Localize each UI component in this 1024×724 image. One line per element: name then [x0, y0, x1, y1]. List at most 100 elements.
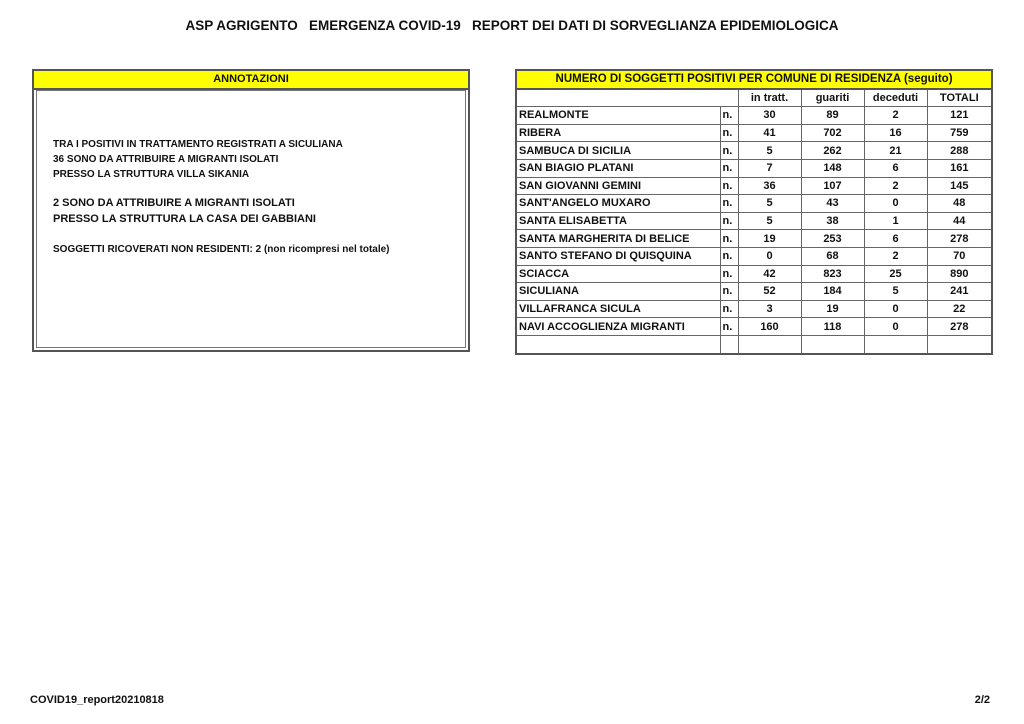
unit-label: n. — [719, 282, 739, 301]
municipality-name: SANTO STEFANO DI QUISQUINA — [515, 246, 721, 266]
cell-guariti: 68 — [800, 246, 865, 266]
cell-in-tratt: 3 — [737, 299, 802, 319]
cell-guariti: 107 — [800, 176, 865, 196]
cell-totali: 145 — [926, 176, 993, 196]
cell-totali: 759 — [926, 123, 993, 143]
cell-deceduti: 2 — [863, 176, 928, 196]
col-totali: TOTALI — [926, 88, 993, 108]
unit-label: n. — [719, 246, 739, 266]
table-row: VILLAFRANCA SICULA n. 3 19 0 22 — [515, 299, 993, 319]
cell-deceduti: 0 — [863, 194, 928, 213]
cell-in-tratt: 5 — [737, 211, 802, 231]
col-in-tratt: in tratt. — [737, 88, 802, 108]
positives-by-municipality-table: NUMERO DI SOGGETTI POSITIVI PER COMUNE D… — [515, 69, 994, 355]
cell-totali: 278 — [926, 229, 993, 248]
cell-totali: 22 — [926, 299, 993, 319]
cell-deceduti: 25 — [863, 264, 928, 284]
annotation-line: SOGGETTI RICOVERATI NON RESIDENTI: 2 (no… — [53, 244, 390, 255]
annotation-line: 2 SONO DA ATTRIBUIRE A MIGRANTI ISOLATI — [53, 197, 295, 209]
table-row: SANTA ELISABETTA n. 5 38 1 44 — [515, 211, 993, 231]
cell-in-tratt: 5 — [737, 194, 802, 213]
cell-totali: 161 — [926, 158, 993, 178]
report-id: COVID19_report20210818 — [30, 694, 164, 706]
cell-deceduti: 6 — [863, 158, 928, 178]
municipality-name: REALMONTE — [515, 106, 721, 125]
municipality-name: RIBERA — [515, 123, 721, 143]
cell-guariti: 262 — [800, 141, 865, 160]
page-number: 2/2 — [974, 694, 990, 706]
cell-guariti: 118 — [800, 317, 865, 336]
cell-totali: 890 — [926, 264, 993, 284]
cell-in-tratt: 42 — [737, 264, 802, 284]
empty-cell — [515, 334, 721, 355]
page-title: ASP AGRIGENTO EMERGENZA COVID-19 REPORT … — [185, 18, 839, 33]
unit-label: n. — [719, 299, 739, 319]
annotation-line: 36 SONO DA ATTRIBUIRE A MIGRANTI ISOLATI — [53, 154, 279, 165]
cell-deceduti: 2 — [863, 246, 928, 266]
cell-guariti: 148 — [800, 158, 865, 178]
cell-guariti: 823 — [800, 264, 865, 284]
cell-totali: 241 — [926, 282, 993, 301]
cell-in-tratt: 52 — [737, 282, 802, 301]
municipality-name: SICULIANA — [515, 282, 721, 301]
municipality-name: SANT'ANGELO MUXARO — [515, 194, 721, 213]
municipality-name: SAN GIOVANNI GEMINI — [515, 176, 721, 196]
municipality-name: SANTA ELISABETTA — [515, 211, 721, 231]
cell-in-tratt: 0 — [737, 246, 802, 266]
unit-label: n. — [719, 123, 739, 143]
table-row: SAN BIAGIO PLATANI n. 7 148 6 161 — [515, 158, 993, 178]
municipality-name: SANTA MARGHERITA DI BELICE — [515, 229, 721, 248]
cell-deceduti: 16 — [863, 123, 928, 143]
cell-totali: 70 — [926, 246, 993, 266]
cell-totali: 48 — [926, 194, 993, 213]
table-row: RIBERA n. 41 702 16 759 — [515, 123, 993, 143]
cell-guariti: 184 — [800, 282, 865, 301]
cell-deceduti: 6 — [863, 229, 928, 248]
municipality-name: NAVI ACCOGLIENZA MIGRANTI — [515, 317, 721, 336]
table-row: NAVI ACCOGLIENZA MIGRANTI n. 160 118 0 278 — [515, 317, 993, 336]
cell-in-tratt: 36 — [737, 176, 802, 196]
col-deceduti: deceduti — [863, 88, 928, 108]
cell-in-tratt: 5 — [737, 141, 802, 160]
table-row: SCIACCA n. 42 823 25 890 — [515, 264, 993, 284]
table-row: SAN GIOVANNI GEMINI n. 36 107 2 145 — [515, 176, 993, 196]
table-row: SANTA MARGHERITA DI BELICE n. 19 253 6 278 — [515, 229, 993, 248]
unit-label: n. — [719, 211, 739, 231]
cell-in-tratt: 41 — [737, 123, 802, 143]
cell-totali: 288 — [926, 141, 993, 160]
cell-totali: 121 — [926, 106, 993, 125]
empty-cell — [719, 334, 739, 355]
municipality-name: VILLAFRANCA SICULA — [515, 299, 721, 319]
empty-row — [515, 334, 993, 355]
table-title: NUMERO DI SOGGETTI POSITIVI PER COMUNE D… — [515, 69, 993, 90]
empty-cell — [863, 334, 928, 355]
annotation-line: PRESSO LA STRUTTURA LA CASA DEI GABBIANI — [53, 213, 316, 225]
table-row: SANTO STEFANO DI QUISQUINA n. 0 68 2 70 — [515, 246, 993, 266]
unit-label: n. — [719, 229, 739, 248]
unit-label: n. — [719, 194, 739, 213]
table-row: SANT'ANGELO MUXARO n. 5 43 0 48 — [515, 194, 993, 213]
cell-in-tratt: 160 — [737, 317, 802, 336]
cell-in-tratt: 7 — [737, 158, 802, 178]
cell-guariti: 89 — [800, 106, 865, 125]
cell-in-tratt: 30 — [737, 106, 802, 125]
unit-label: n. — [719, 106, 739, 125]
cell-guariti: 19 — [800, 299, 865, 319]
cell-totali: 44 — [926, 211, 993, 231]
cell-deceduti: 0 — [863, 299, 928, 319]
municipality-name: SAN BIAGIO PLATANI — [515, 158, 721, 178]
unit-label: n. — [719, 158, 739, 178]
column-header-row: in tratt. guariti deceduti TOTALI — [515, 88, 993, 108]
table-row: SICULIANA n. 52 184 5 241 — [515, 282, 993, 301]
table-row: REALMONTE n. 30 89 2 121 — [515, 106, 993, 125]
annotations-header: ANNOTAZIONI — [34, 71, 468, 90]
cell-deceduti: 21 — [863, 141, 928, 160]
cell-deceduti: 0 — [863, 317, 928, 336]
empty-cell — [737, 334, 802, 355]
cell-guariti: 43 — [800, 194, 865, 213]
cell-deceduti: 2 — [863, 106, 928, 125]
unit-label: n. — [719, 264, 739, 284]
empty-cell — [800, 334, 865, 355]
cell-in-tratt: 19 — [737, 229, 802, 248]
cell-guariti: 253 — [800, 229, 865, 248]
